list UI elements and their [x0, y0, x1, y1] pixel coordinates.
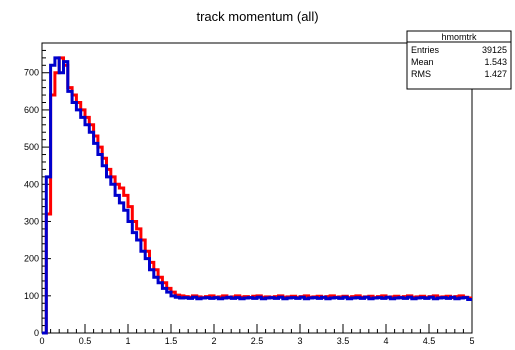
y-tick-label: 500 — [24, 142, 39, 152]
y-tick-label: 0 — [34, 328, 39, 338]
y-tick-label: 100 — [24, 291, 39, 301]
stats-value: 39125 — [482, 45, 507, 55]
stats-label: Entries — [411, 45, 440, 55]
x-tick-label: 2.5 — [251, 336, 264, 345]
x-tick-label: 1.5 — [165, 336, 178, 345]
y-tick-label: 700 — [24, 68, 39, 78]
y-tick-label: 400 — [24, 179, 39, 189]
x-tick-label: 2 — [211, 336, 216, 345]
histogram-series-2 — [42, 56, 472, 335]
x-tick-label: 0 — [39, 336, 44, 345]
x-tick-label: 0.5 — [79, 336, 92, 345]
stats-value: 1.427 — [484, 69, 507, 79]
x-tick-label: 4 — [383, 336, 388, 345]
x-tick-label: 4.5 — [423, 336, 436, 345]
stats-value: 1.543 — [484, 57, 507, 67]
x-tick-label: 1 — [125, 336, 130, 345]
stats-name: hmomtrk — [441, 32, 477, 42]
histogram-series-1 — [42, 56, 472, 335]
chart-title: track momentum (all) — [196, 9, 319, 24]
stats-box — [406, 30, 512, 90]
y-tick-label: 200 — [24, 254, 39, 264]
y-tick-label: 600 — [24, 105, 39, 115]
x-tick-label: 3.5 — [337, 336, 350, 345]
stats-label: Mean — [411, 57, 434, 67]
y-tick-label: 300 — [24, 216, 39, 226]
x-tick-label: 3 — [297, 336, 302, 345]
stats-label: RMS — [411, 69, 431, 79]
x-tick-label: 5 — [469, 336, 474, 345]
